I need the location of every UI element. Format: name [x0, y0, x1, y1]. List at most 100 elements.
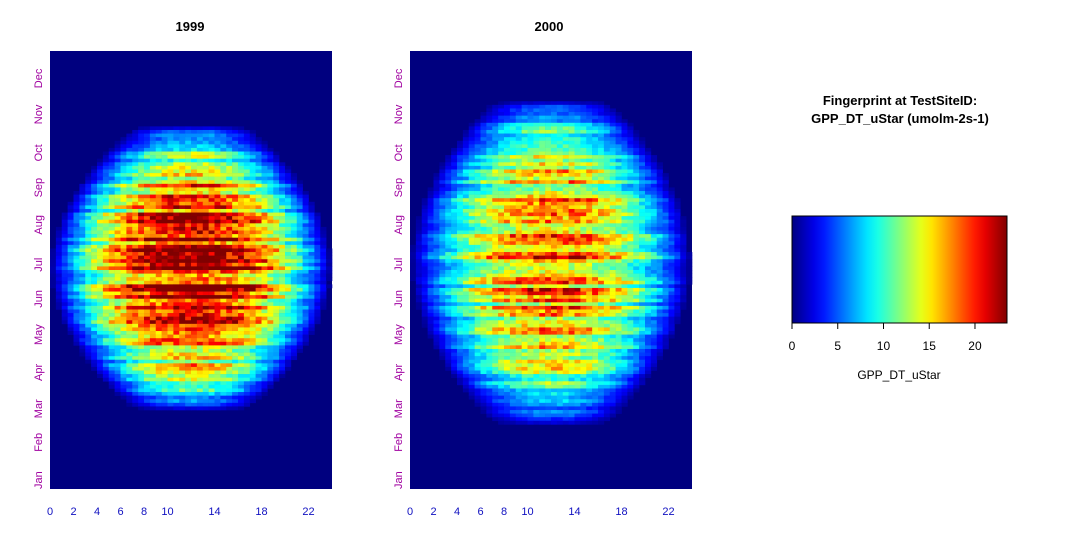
heatmap-cell: [521, 155, 528, 159]
heatmap-cell: [290, 187, 298, 192]
heatmap-cell: [486, 180, 493, 185]
heatmap-cell: [102, 262, 110, 267]
heatmap-cell: [457, 266, 464, 271]
heatmap-cell: [220, 331, 227, 335]
heatmap-cell: [114, 345, 121, 350]
heatmap-cell: [61, 284, 68, 289]
heatmap-cell: [85, 259, 92, 264]
heatmap-cell: [232, 284, 239, 289]
heatmap-cell: [650, 277, 658, 282]
heatmap-cell: [196, 402, 204, 407]
heatmap-cell: [680, 248, 687, 253]
heatmap-cell: [149, 327, 157, 332]
heatmap-cell: [609, 259, 616, 264]
heatmap-cell: [220, 244, 227, 249]
heatmap-cell: [285, 313, 292, 317]
heatmap-cell: [662, 216, 669, 221]
heatmap-cell: [621, 165, 628, 170]
heatmap-cell: [261, 252, 268, 256]
heatmap-cell: [108, 341, 115, 346]
heatmap-cell: [149, 309, 157, 314]
heatmap-cell: [580, 219, 587, 224]
heatmap-cell: [108, 359, 115, 364]
heatmap-cell: [196, 133, 204, 138]
heatmap-cell: [580, 137, 587, 142]
heatmap-cell: [167, 255, 174, 260]
heatmap-cell: [586, 230, 593, 235]
heatmap-cell: [202, 255, 209, 260]
heatmap-cell: [185, 352, 192, 357]
heatmap-cell: [155, 352, 162, 357]
heatmap-cell: [185, 348, 192, 353]
heatmap-cell: [161, 273, 168, 278]
heatmap-cell: [609, 129, 616, 134]
heatmap-cell: [279, 180, 286, 185]
heatmap-cell: [208, 173, 215, 177]
heatmap-cell: [196, 384, 204, 389]
heatmap-cell: [179, 316, 186, 321]
heatmap-cell: [50, 266, 57, 271]
heatmap-cell: [273, 348, 280, 353]
heatmap-cell: [138, 302, 145, 307]
heatmap-cell: [79, 323, 86, 328]
heatmap-cell: [243, 241, 251, 246]
heatmap-cell: [144, 295, 151, 300]
heatmap-cell: [202, 399, 209, 404]
heatmap-cell: [108, 234, 115, 238]
heatmap-cell: [592, 162, 599, 167]
heatmap-cell: [551, 101, 558, 106]
heatmap-cell: [149, 302, 157, 307]
heatmap-cell: [144, 191, 151, 195]
heatmap-cell: [290, 208, 298, 213]
heatmap-cell: [627, 266, 634, 271]
heatmap-cell: [592, 244, 599, 249]
heatmap-cell: [285, 320, 292, 325]
heatmap-cell: [598, 270, 605, 274]
heatmap-cell: [144, 241, 151, 246]
heatmap-cell: [556, 241, 564, 246]
heatmap-cell: [167, 381, 174, 386]
heatmap-cell: [79, 201, 86, 206]
heatmap-cell: [568, 208, 575, 213]
heatmap-cell: [650, 259, 658, 264]
heatmap-cell: [290, 270, 298, 274]
heatmap-cell: [445, 241, 452, 246]
heatmap-cell: [273, 341, 280, 346]
heatmap-cell: [179, 287, 186, 292]
heatmap-cell: [208, 126, 215, 131]
heatmap-cell: [102, 287, 110, 292]
heatmap-cell: [179, 165, 186, 170]
heatmap-cell: [108, 205, 115, 210]
heatmap-cell: [243, 334, 251, 339]
heatmap-cell: [285, 345, 292, 350]
heatmap-cell: [580, 140, 587, 145]
heatmap-cell: [97, 252, 104, 256]
heatmap-cell: [243, 212, 251, 217]
heatmap-cell: [480, 151, 487, 156]
heatmap-cell: [279, 348, 286, 353]
heatmap-cell: [686, 277, 693, 282]
heatmap-cell: [108, 194, 115, 199]
heatmap-cell: [439, 252, 446, 256]
heatmap-cell: [580, 201, 587, 206]
heatmap-cell: [185, 244, 192, 249]
heatmap-cell: [144, 345, 151, 350]
heatmap-cell: [191, 162, 198, 167]
heatmap-cell: [155, 208, 162, 213]
heatmap-cell: [468, 165, 475, 170]
heatmap-cell: [179, 341, 186, 346]
heatmap-cell: [161, 384, 168, 389]
heatmap-cell: [249, 183, 256, 188]
heatmap-cell: [196, 284, 204, 289]
heatmap-cell: [568, 108, 575, 113]
heatmap-cell: [202, 402, 209, 407]
heatmap-cell: [302, 198, 309, 203]
heatmap-cell: [439, 208, 446, 213]
heatmap-cell: [132, 395, 139, 400]
heatmap-cell: [161, 165, 168, 170]
heatmap-cell: [126, 259, 133, 264]
heatmap-cell: [185, 388, 192, 393]
heatmap-cell: [91, 302, 98, 307]
heatmap-cell: [179, 216, 186, 221]
heatmap-cell: [598, 187, 605, 192]
